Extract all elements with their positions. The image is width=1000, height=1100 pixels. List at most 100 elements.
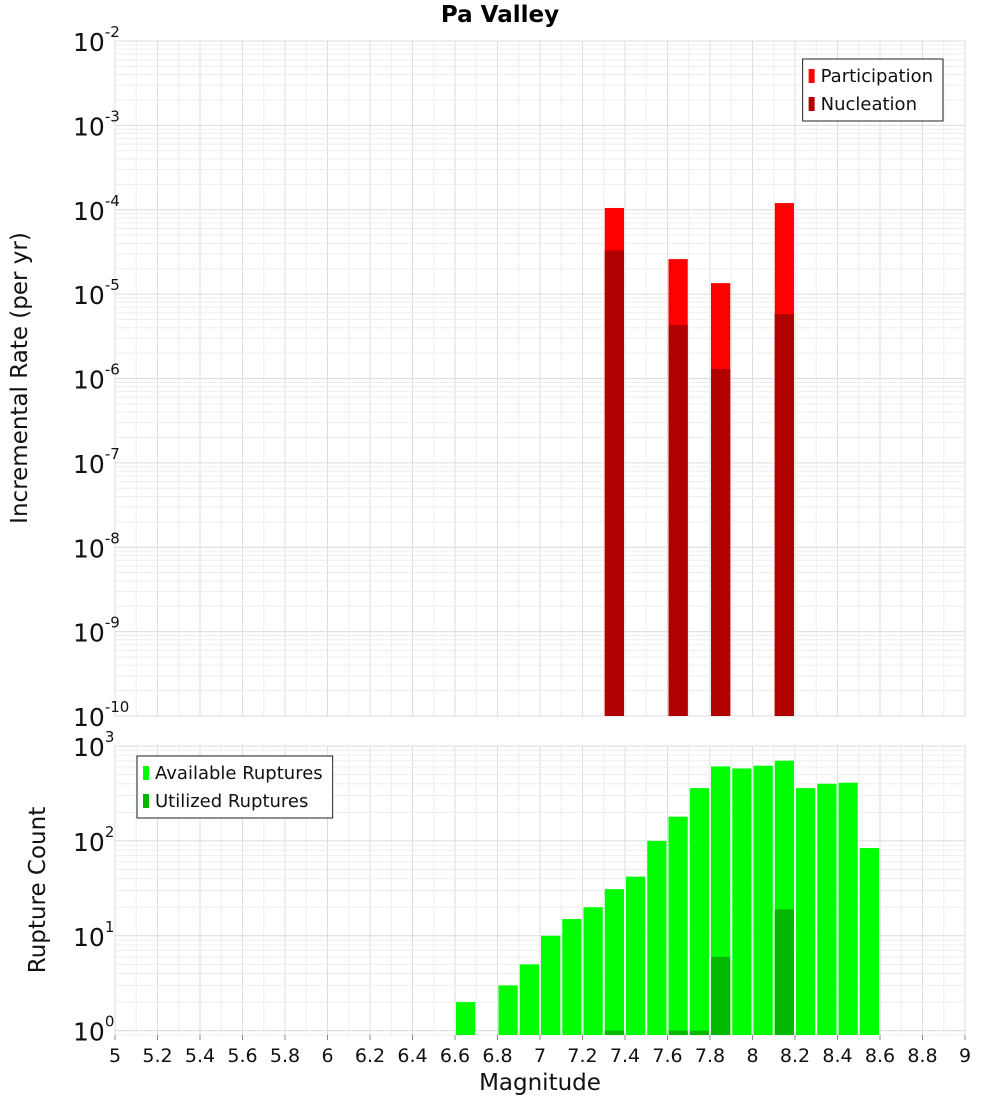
y-tick-label: 102	[73, 823, 114, 857]
y-tick-base: 10	[73, 450, 105, 479]
x-tick-label: 9	[959, 1045, 971, 1067]
y-tick-base: 10	[73, 828, 105, 857]
bar-available-ruptures-3	[541, 935, 561, 1035]
y-tick-exponent: 2	[105, 823, 115, 841]
x-tick-label: 7	[534, 1045, 546, 1067]
y-tick-exponent: -4	[105, 192, 120, 210]
y-tick-exponent: -8	[105, 529, 120, 547]
y-tick-label: 103	[73, 728, 114, 762]
y-tick-base: 10	[73, 534, 105, 563]
bar-nucleation-0	[604, 250, 624, 717]
bar-utilized-ruptures-11	[711, 956, 731, 1035]
y-tick-label: 100	[73, 1013, 114, 1047]
y-tick-exponent: -10	[105, 698, 130, 716]
x-tick-label: 7.4	[610, 1045, 640, 1067]
bottom-y-axis-label: Rupture Count	[25, 807, 51, 973]
top-y-axis-label: Incremental Rate (per yr)	[7, 232, 33, 524]
y-tick-base: 10	[73, 733, 105, 762]
bar-available-ruptures-10	[689, 788, 709, 1035]
legend-label: Nucleation	[821, 94, 917, 115]
y-tick-exponent: -7	[105, 445, 120, 463]
bar-available-ruptures-9	[668, 816, 688, 1035]
x-tick-label: 5.6	[227, 1045, 257, 1067]
x-tick-label: 6.2	[355, 1045, 385, 1067]
x-tick-label: 6.4	[397, 1045, 427, 1067]
bar-available-ruptures-18	[859, 848, 879, 1035]
bar-available-ruptures-2	[519, 964, 539, 1035]
y-tick-label: 10-9	[73, 614, 120, 648]
x-tick-label: 7.8	[695, 1045, 725, 1067]
legend-swatch	[143, 766, 149, 780]
x-tick-label: 8.2	[780, 1045, 810, 1067]
bar-nucleation-2	[711, 368, 731, 716]
bar-available-ruptures-8	[647, 840, 667, 1035]
y-tick-label: 10-2	[73, 23, 120, 57]
x-tick-label: 7.6	[652, 1045, 682, 1067]
y-tick-exponent: 0	[105, 1013, 115, 1031]
y-tick-base: 10	[73, 366, 105, 395]
bar-available-ruptures-7	[626, 876, 646, 1035]
legend-label: Utilized Ruptures	[155, 791, 308, 812]
bar-available-ruptures-16	[817, 783, 837, 1035]
y-tick-base: 10	[73, 28, 105, 57]
y-tick-label: 10-8	[73, 529, 120, 563]
legend-box	[802, 58, 944, 122]
x-tick-label: 8.4	[822, 1045, 852, 1067]
y-tick-base: 10	[73, 703, 105, 732]
legend-swatch	[143, 794, 149, 808]
y-tick-base: 10	[73, 1018, 105, 1047]
y-tick-base: 10	[73, 281, 105, 310]
x-tick-label: 7.2	[567, 1045, 597, 1067]
x-tick-label: 6	[321, 1045, 333, 1067]
y-tick-label: 10-4	[73, 192, 120, 226]
y-tick-label: 101	[73, 918, 114, 952]
y-tick-label: 10-6	[73, 361, 120, 395]
y-tick-exponent: 1	[105, 918, 115, 936]
bar-nucleation-3	[774, 314, 794, 716]
chart-title: Pa Valley	[441, 2, 559, 28]
top-y-ticks: 10-210-310-410-510-610-710-810-910-10	[73, 23, 129, 732]
y-tick-exponent: -5	[105, 276, 120, 294]
bar-nucleation-1	[668, 325, 688, 716]
bar-utilized-ruptures-6	[604, 1030, 624, 1035]
y-tick-exponent: -6	[105, 361, 120, 379]
bar-available-ruptures-4	[562, 919, 582, 1035]
x-tick-label: 5.8	[270, 1045, 300, 1067]
y-tick-exponent: -9	[105, 614, 120, 632]
legend-label: Available Ruptures	[155, 763, 323, 784]
y-tick-exponent: -3	[105, 107, 120, 125]
y-tick-label: 10-7	[73, 445, 120, 479]
bar-available-ruptures-12	[732, 768, 752, 1035]
top-grid	[114, 40, 966, 717]
x-tick-label: 8.6	[865, 1045, 895, 1067]
legend-label: Participation	[821, 66, 933, 87]
y-tick-exponent: -2	[105, 23, 120, 41]
bar-available-ruptures-17	[838, 782, 858, 1035]
x-tick-label: 6.8	[482, 1045, 512, 1067]
bar-utilized-ruptures-14	[774, 909, 794, 1035]
y-tick-label: 10-5	[73, 276, 120, 310]
x-axis-label: Magnitude	[479, 1070, 601, 1096]
x-tick-label: 8	[746, 1045, 758, 1067]
y-tick-base: 10	[73, 619, 105, 648]
bar-utilized-ruptures-10	[689, 1030, 709, 1035]
y-tick-label: 10-3	[73, 107, 120, 141]
x-tick-label: 8.8	[907, 1045, 937, 1067]
y-tick-label: 10-10	[73, 698, 129, 732]
y-tick-base: 10	[73, 197, 105, 226]
bar-available-ruptures-13	[753, 765, 773, 1035]
x-tick-label: 5.4	[185, 1045, 215, 1067]
top-panel: 10-210-310-410-510-610-710-810-910-10 In…	[7, 23, 966, 732]
x-tick-label: 5.2	[142, 1045, 172, 1067]
y-tick-base: 10	[73, 112, 105, 141]
top-legend: Participation Nucleation	[802, 58, 944, 122]
x-tick-label: 6.6	[440, 1045, 470, 1067]
y-tick-base: 10	[73, 923, 105, 952]
y-tick-exponent: 3	[105, 728, 115, 746]
bar-available-ruptures-15	[796, 788, 816, 1035]
legend-swatch	[808, 69, 815, 83]
bottom-legend: Available Ruptures Utilized Ruptures	[136, 755, 334, 819]
bar-available-ruptures-1	[498, 985, 518, 1035]
